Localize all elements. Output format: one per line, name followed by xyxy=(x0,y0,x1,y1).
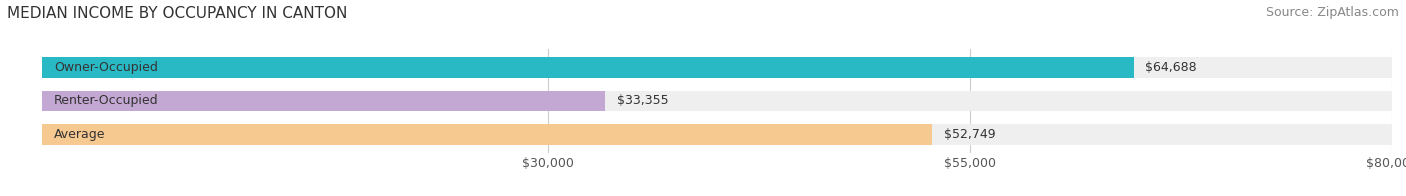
Text: $33,355: $33,355 xyxy=(617,94,668,107)
Text: Owner-Occupied: Owner-Occupied xyxy=(53,61,157,74)
Bar xyxy=(42,124,932,145)
Text: Renter-Occupied: Renter-Occupied xyxy=(53,94,159,107)
Text: $52,749: $52,749 xyxy=(943,128,995,141)
Bar xyxy=(42,91,1392,111)
Bar xyxy=(42,57,1392,78)
Text: $64,688: $64,688 xyxy=(1146,61,1197,74)
Text: Source: ZipAtlas.com: Source: ZipAtlas.com xyxy=(1265,6,1399,19)
Bar xyxy=(42,91,605,111)
Bar xyxy=(42,124,1392,145)
Bar xyxy=(42,57,1133,78)
Text: MEDIAN INCOME BY OCCUPANCY IN CANTON: MEDIAN INCOME BY OCCUPANCY IN CANTON xyxy=(7,6,347,21)
Text: Average: Average xyxy=(53,128,105,141)
